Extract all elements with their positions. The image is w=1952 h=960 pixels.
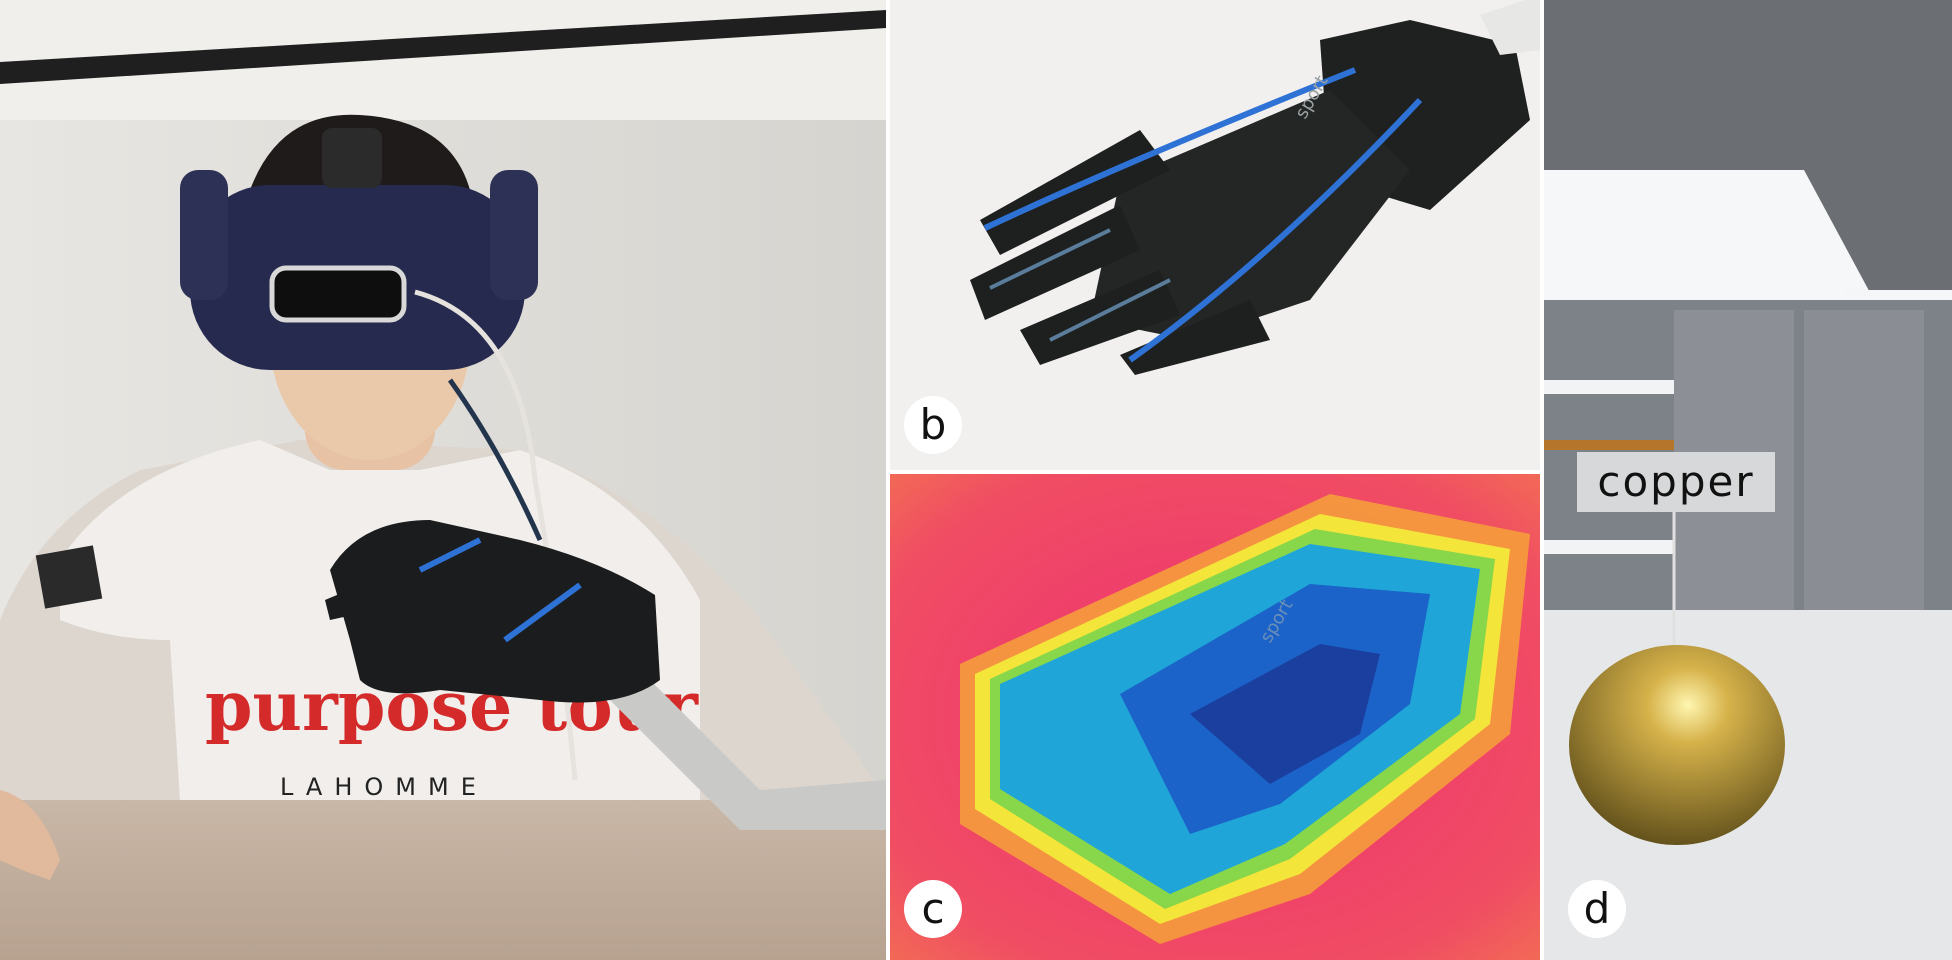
photo-vr-user: purpose tour LAHOMME (0, 0, 886, 960)
thermal-image: sport (890, 474, 1540, 960)
material-callout-label: copper (1577, 452, 1775, 512)
panel-label-b: b (904, 396, 962, 454)
panel-label-c: c (904, 880, 962, 938)
photo-glove: sport (890, 0, 1540, 470)
shirt-subprint: LAHOMME (280, 773, 488, 801)
panel-label-d: d (1568, 880, 1626, 938)
